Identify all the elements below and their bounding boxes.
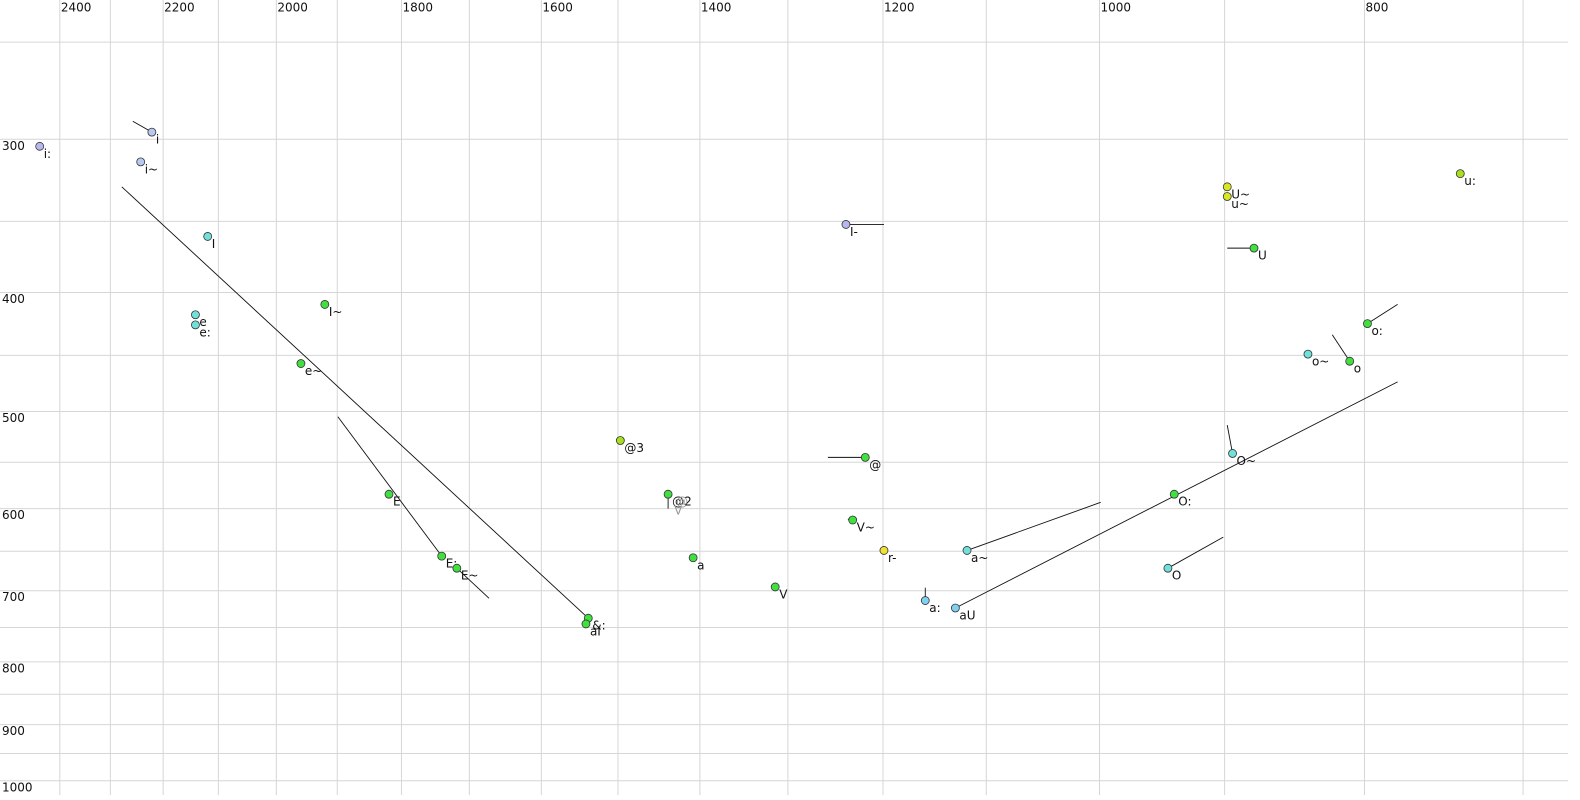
vowel-point [770, 582, 780, 592]
vowel-label: E~ [461, 569, 479, 583]
vowel-point [320, 300, 330, 309]
y-tick-label: 800 [2, 661, 25, 675]
x-tick-label: 2200 [164, 1, 195, 15]
vowel-label: O: [1178, 495, 1191, 509]
vowel-label: e [199, 315, 206, 329]
vowel-point [1169, 489, 1179, 499]
trajectory [337, 416, 443, 557]
vowel-point [841, 220, 851, 229]
vowel-point [35, 141, 45, 151]
vowel-label: a [697, 558, 704, 572]
vowel-point [296, 359, 306, 368]
vowel-point [1222, 192, 1232, 201]
vowel-point [950, 603, 960, 613]
vowel-label: O [1172, 569, 1181, 583]
trajectory [966, 501, 1101, 551]
vowel-label: a: [929, 601, 940, 615]
vowel-label: u~ [1231, 197, 1249, 211]
vowel-point [688, 553, 698, 563]
vowel-point [920, 596, 930, 605]
vowel-label: I [212, 237, 216, 251]
vowel-label: O~ [1237, 454, 1257, 468]
vowel-label: r- [888, 551, 897, 565]
vowel-label: U [1258, 249, 1267, 263]
vowel-point [663, 489, 673, 499]
trajectory [1331, 334, 1351, 362]
trajectory [1226, 425, 1233, 454]
vowel-label: @ [869, 458, 881, 472]
y-tick-label: 1000 [2, 780, 33, 794]
vowel-point [860, 452, 870, 462]
vowel-point [1249, 243, 1259, 253]
trajectory [1167, 536, 1224, 569]
vowel-point [615, 436, 625, 445]
x-tick-label: 1600 [542, 1, 573, 15]
x-tick-label: 1200 [884, 1, 915, 15]
vowel-point [437, 551, 447, 561]
vowel-point [1363, 319, 1372, 329]
vowel-ghost-label: V [674, 504, 683, 518]
x-tick-label: 800 [1365, 1, 1388, 15]
y-tick-label: 300 [2, 139, 25, 153]
y-tick-label: 600 [2, 508, 25, 522]
vowel-point [203, 232, 213, 241]
vowel-label: i [156, 133, 159, 147]
x-tick-label: 2400 [61, 1, 92, 15]
y-tick-label: 700 [2, 590, 25, 604]
vowel-point [879, 546, 889, 555]
vowel-point [191, 320, 200, 330]
vowel-point [1303, 349, 1313, 359]
vowel-label: u: [1464, 174, 1476, 188]
vowel-label: @3 [624, 441, 644, 455]
vowel-point [147, 127, 157, 137]
vowel-label: e~ [305, 364, 322, 378]
vowel-label: V~ [857, 521, 875, 535]
y-tick-label: 400 [2, 292, 25, 306]
trajectory [456, 567, 490, 599]
x-tick-label: 2000 [277, 1, 308, 15]
x-tick-label: 1400 [701, 1, 732, 15]
x-tick-label: 1800 [402, 1, 433, 15]
vowel-label: o [1354, 362, 1361, 376]
vowel-label: a~ [971, 551, 988, 565]
y-tick-label: 500 [2, 411, 25, 425]
vowel-label: o: [1371, 324, 1382, 338]
vowel-label: E: [446, 557, 458, 571]
vowel-label: i: [44, 147, 51, 161]
vowel-label: e: [199, 325, 210, 339]
vowel-label: I~ [329, 305, 343, 319]
vowel-point [191, 310, 200, 320]
vowel-label: o~ [1312, 355, 1329, 369]
vowel-ghost-label: @ [676, 495, 688, 509]
vowel-point [384, 489, 394, 499]
vowel-point [1222, 182, 1232, 192]
vowel-point [452, 563, 462, 573]
vowel-point [848, 515, 858, 525]
trajectory [1367, 304, 1398, 324]
vowel-label: @2 [672, 495, 692, 509]
vowel-point [1228, 449, 1237, 458]
vowel-point [1455, 169, 1465, 179]
vowel-label: &: [592, 619, 605, 633]
vowel-label: aI [590, 624, 601, 638]
vowel-point [1345, 356, 1355, 366]
x-tick-label: 1000 [1100, 1, 1131, 15]
vowel-label: i~ [145, 162, 158, 176]
vowel-label: aU [959, 608, 975, 622]
vowel-label: E [393, 495, 401, 509]
trajectory [121, 186, 589, 619]
vowel-point [581, 619, 591, 629]
vowel-point [136, 157, 146, 167]
vowel-label: V [779, 587, 788, 601]
vowel-point [962, 546, 972, 555]
vowel-point [1163, 563, 1173, 573]
y-tick-label: 900 [2, 724, 25, 738]
vowel-label: U~ [1231, 187, 1250, 201]
vowel-label: I- [850, 225, 858, 239]
